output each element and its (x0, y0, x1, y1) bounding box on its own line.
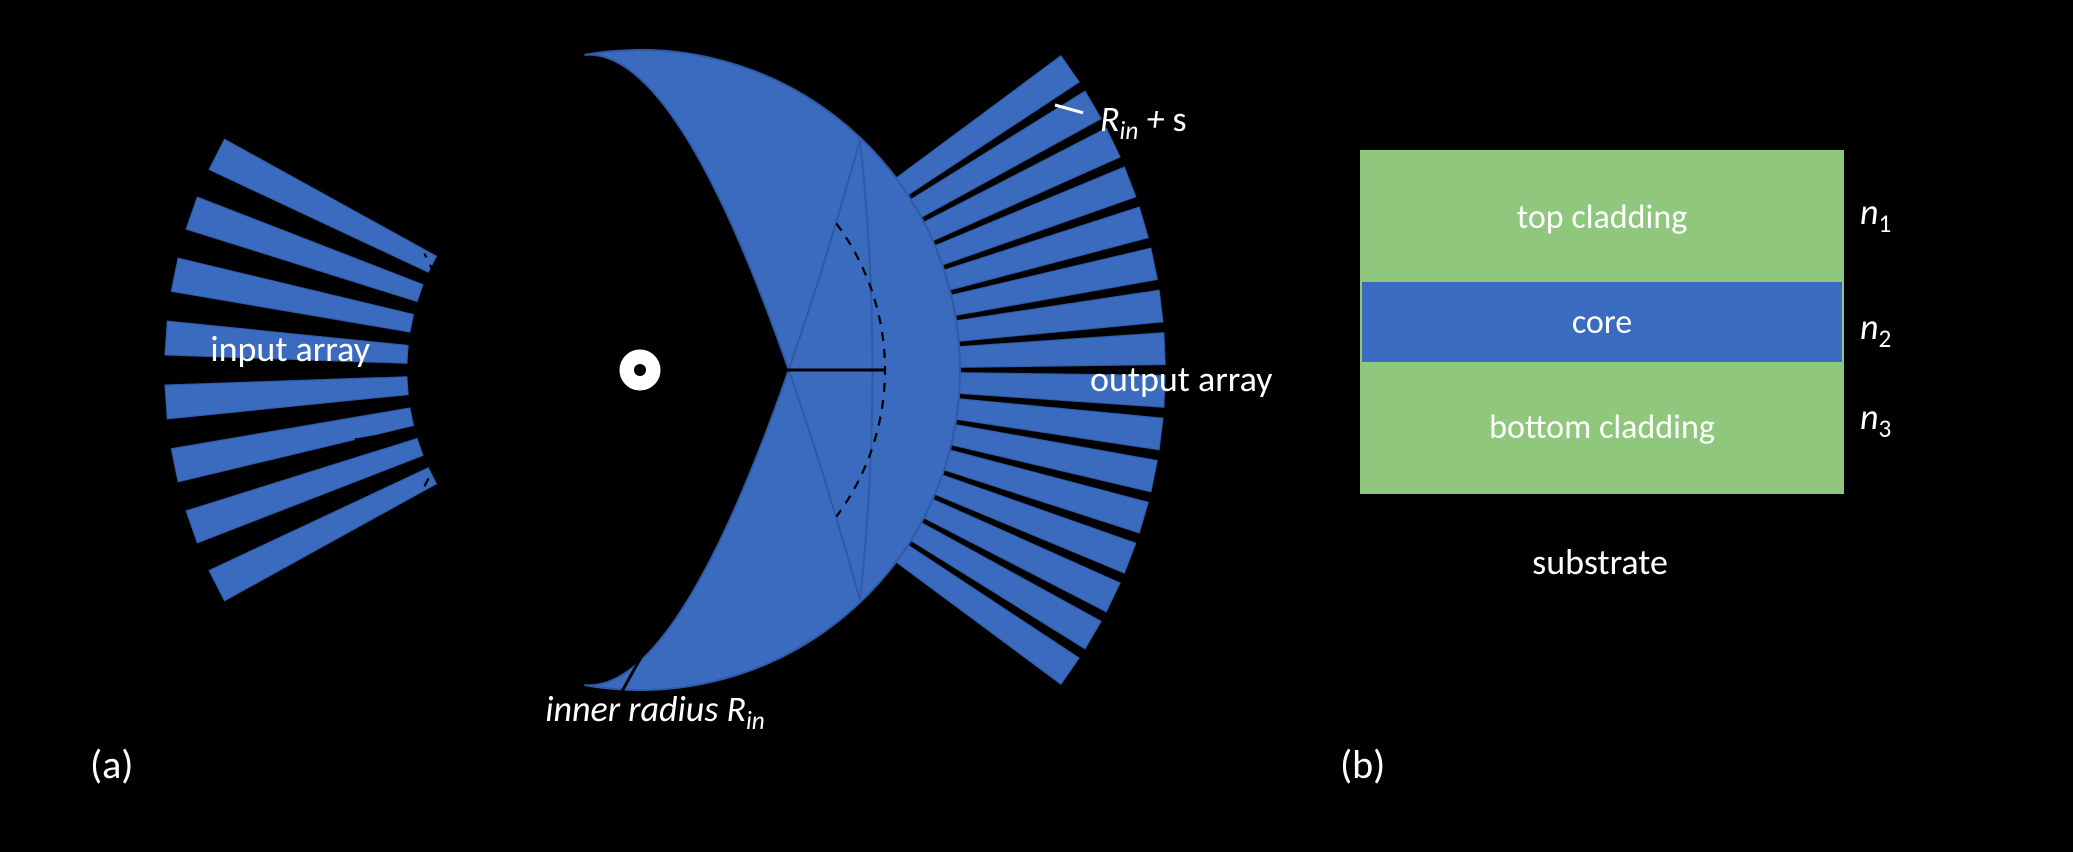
label-n1: n1 (1860, 190, 1891, 239)
label-input-array: input array (160, 330, 370, 370)
panel-label-a: (a) (90, 740, 133, 789)
panel-label-b: (b) (1340, 740, 1385, 789)
label-outer-radius: Rin + s (1100, 100, 1187, 145)
svg-a (80, 40, 1180, 800)
label-substrate: substrate (1370, 540, 1830, 584)
layer-stack-diagram: top claddingcorebottom cladding substrat… (1320, 120, 1960, 680)
label-inner-radius: inner radius Rin (485, 690, 825, 735)
star-coupler-diagram: input array output array inner radius Ri… (80, 40, 1180, 800)
layer-stack: top claddingcorebottom cladding (1360, 150, 1844, 494)
layer-top: top cladding (1362, 152, 1842, 282)
label-n3: n3 (1860, 395, 1891, 444)
label-output-array: output array (1090, 360, 1272, 400)
layer-bot: bottom cladding (1362, 362, 1842, 492)
layer-mid: core (1362, 282, 1842, 362)
label-n2: n2 (1860, 305, 1891, 354)
